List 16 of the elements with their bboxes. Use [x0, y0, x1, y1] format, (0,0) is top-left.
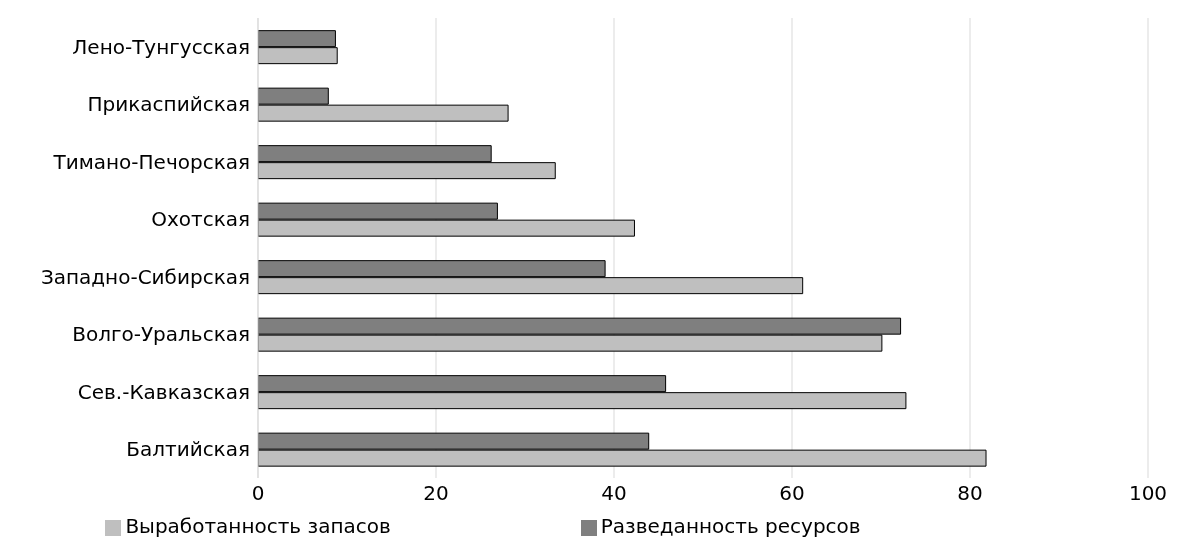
y-tick-label: Волго-Уральская	[72, 322, 250, 347]
x-tick-label: 0	[251, 481, 265, 506]
x-tick-label: 60	[779, 481, 805, 506]
y-tick-label: Балтийская	[126, 437, 250, 462]
y-tick-label: Тимано-Печорская	[52, 149, 250, 174]
y-tick-label: Западно-Сибирская	[40, 264, 250, 289]
x-tick-label: 20	[423, 481, 449, 506]
y-tick-label: Лено-Тунгусская	[72, 34, 250, 59]
y-tick-label: Прикаспийская	[87, 92, 250, 117]
y-tick-label: Охотская	[151, 207, 250, 232]
x-tick-label: 80	[957, 481, 983, 506]
x-tick-label: 40	[601, 481, 627, 506]
legend-label: Выработанность запасов	[125, 514, 391, 538]
y-tick-label: Сев.-Кавказская	[77, 379, 250, 404]
legend-label: Разведанность ресурсов	[600, 514, 861, 538]
x-tick-label: 100	[1128, 481, 1168, 506]
